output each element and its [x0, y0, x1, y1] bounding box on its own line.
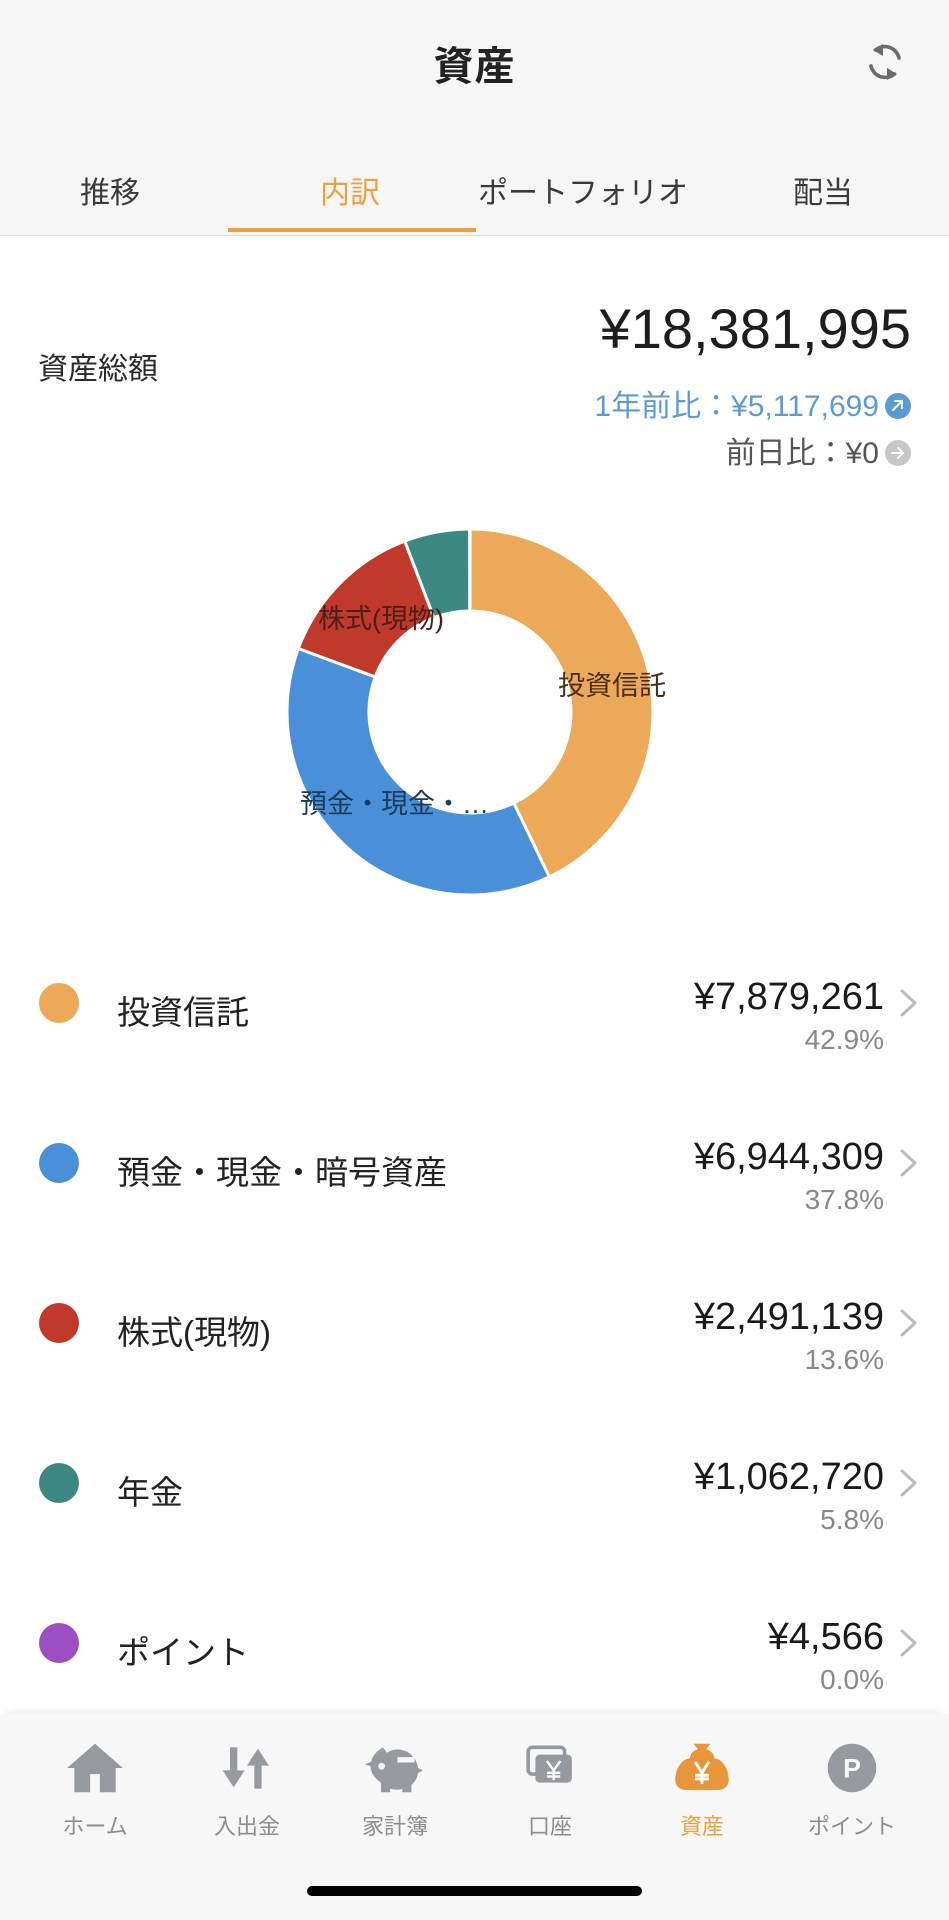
svg-text:預金・現金・…: 預金・現金・…	[300, 789, 489, 819]
svg-text:投資信託: 投資信託	[558, 671, 666, 701]
svg-text:株式(現物): 株式(現物)	[318, 604, 444, 634]
svg-text:P: P	[843, 1754, 861, 1784]
